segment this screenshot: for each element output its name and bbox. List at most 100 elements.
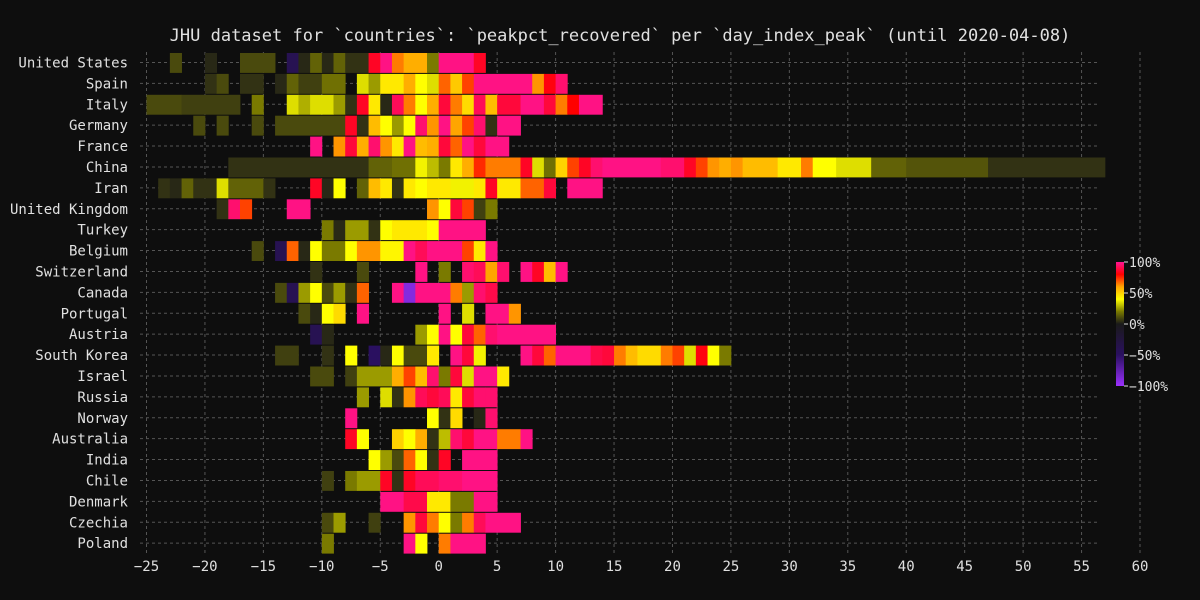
heatmap-cell: [275, 115, 346, 136]
heatmap-cell: [462, 282, 475, 303]
y-tick-label: Iran: [94, 181, 128, 197]
x-tick-label: 25: [722, 559, 739, 575]
heatmap-cell: [368, 178, 381, 199]
heatmap-cell: [438, 429, 451, 450]
heatmap-cell: [438, 73, 451, 94]
heatmap-cell: [497, 366, 510, 387]
x-tick-label: 20: [664, 559, 681, 575]
x-tick-label: −15: [251, 559, 276, 575]
heatmap-cell: [836, 157, 872, 178]
heatmap-cell: [298, 73, 323, 94]
heatmap-cell: [333, 94, 346, 115]
heatmap-cell: [415, 282, 451, 303]
heatmap-cell: [356, 178, 369, 199]
heatmap-cell: [310, 282, 323, 303]
heatmap-cell: [403, 366, 416, 387]
heatmap-cell: [555, 345, 568, 366]
heatmap-cell: [333, 178, 346, 199]
heatmap-cell: [310, 178, 323, 199]
heatmap-cell: [216, 73, 229, 94]
y-tick-label: South Korea: [35, 348, 128, 364]
heatmap-cell: [473, 262, 486, 282]
colorbar: 100% 50% 0% −50% −100%: [1116, 256, 1168, 395]
heatmap-cell: [520, 178, 545, 199]
heatmap-cell: [684, 157, 697, 178]
heatmap-cell: [707, 157, 720, 178]
heatmap-cell: [345, 136, 358, 157]
heatmap-cell: [462, 262, 475, 282]
heatmap-cell: [403, 53, 428, 73]
heatmap-cell: [625, 345, 638, 366]
heatmap-cell: [462, 324, 475, 345]
heatmap-cell: [497, 429, 521, 450]
heatmap-cell: [438, 136, 451, 157]
heatmap-cell: [590, 157, 603, 178]
heatmap-cell: [415, 73, 428, 94]
heatmap-cell: [614, 345, 627, 366]
heatmap-cell: [391, 387, 405, 408]
heatmap-cell: [310, 366, 334, 387]
heatmap-cell: [450, 387, 463, 408]
heatmap-cell: [391, 53, 405, 73]
heatmap-cell: [286, 199, 311, 220]
x-tick-label: 30: [781, 559, 798, 575]
heatmap-cell: [695, 345, 708, 366]
y-tick-label: Russia: [77, 390, 128, 406]
heatmap-cell: [520, 157, 533, 178]
heatmap-cell: [345, 115, 358, 136]
heatmap-cell: [356, 241, 381, 261]
heatmap-cell: [403, 429, 416, 450]
heatmap-cell: [450, 115, 463, 136]
x-tick-label: −10: [309, 559, 334, 575]
heatmap-cell: [462, 345, 475, 366]
heatmap-cell: [578, 157, 592, 178]
colorbar-tick-label: 0%: [1129, 318, 1145, 333]
heatmap-cell: [310, 136, 323, 157]
heatmap-cell: [438, 387, 451, 408]
heatmap-cell: [438, 94, 451, 115]
heatmap-cell: [450, 512, 463, 533]
heatmap-cell: [391, 429, 405, 450]
heatmap-cell: [485, 199, 498, 220]
heatmap-cell: [380, 73, 405, 94]
heatmap-cell: [497, 262, 510, 282]
heatmap-cell: [485, 136, 510, 157]
y-tick-label: China: [86, 160, 128, 176]
heatmap-cell: [286, 94, 299, 115]
heatmap-cell: [415, 512, 428, 533]
heatmap-cell: [473, 408, 486, 429]
heatmap-cell: [275, 345, 299, 366]
heatmap-cell: [473, 241, 486, 261]
heatmap-cell: [427, 450, 440, 470]
heatmap-cell: [333, 282, 346, 303]
heatmap-cell: [473, 136, 486, 157]
heatmap-cell: [473, 429, 498, 450]
heatmap-cell: [567, 157, 580, 178]
heatmap-cell: [473, 178, 486, 199]
heatmap-cell: [216, 178, 229, 199]
heatmap-cell: [660, 345, 673, 366]
heatmap-cell: [555, 262, 568, 282]
y-tick-label: Austria: [69, 327, 128, 343]
heatmap-cell: [438, 262, 451, 282]
heatmap-cell: [169, 53, 182, 73]
heatmap-cell: [485, 387, 498, 408]
heatmap-cell: [462, 136, 475, 157]
heatmap-cell: [380, 136, 393, 157]
heatmap-cell: [391, 450, 405, 470]
heatmap-cell: [391, 94, 405, 115]
heatmap-cell: [356, 387, 369, 408]
heatmap-cell: [462, 471, 498, 491]
heatmap-cell: [391, 178, 405, 199]
y-tick-label: Czechia: [69, 515, 128, 531]
heatmap-cell: [415, 387, 428, 408]
heatmap-cell: [403, 491, 428, 512]
heatmap-cell: [427, 366, 440, 387]
heatmap-cell: [520, 429, 533, 450]
heatmap-cell: [403, 73, 416, 94]
heatmap-cell: [310, 94, 334, 115]
y-tick-label: Denmark: [69, 494, 129, 510]
heatmap-cell: [380, 94, 393, 115]
heatmap-cell: [298, 241, 311, 261]
